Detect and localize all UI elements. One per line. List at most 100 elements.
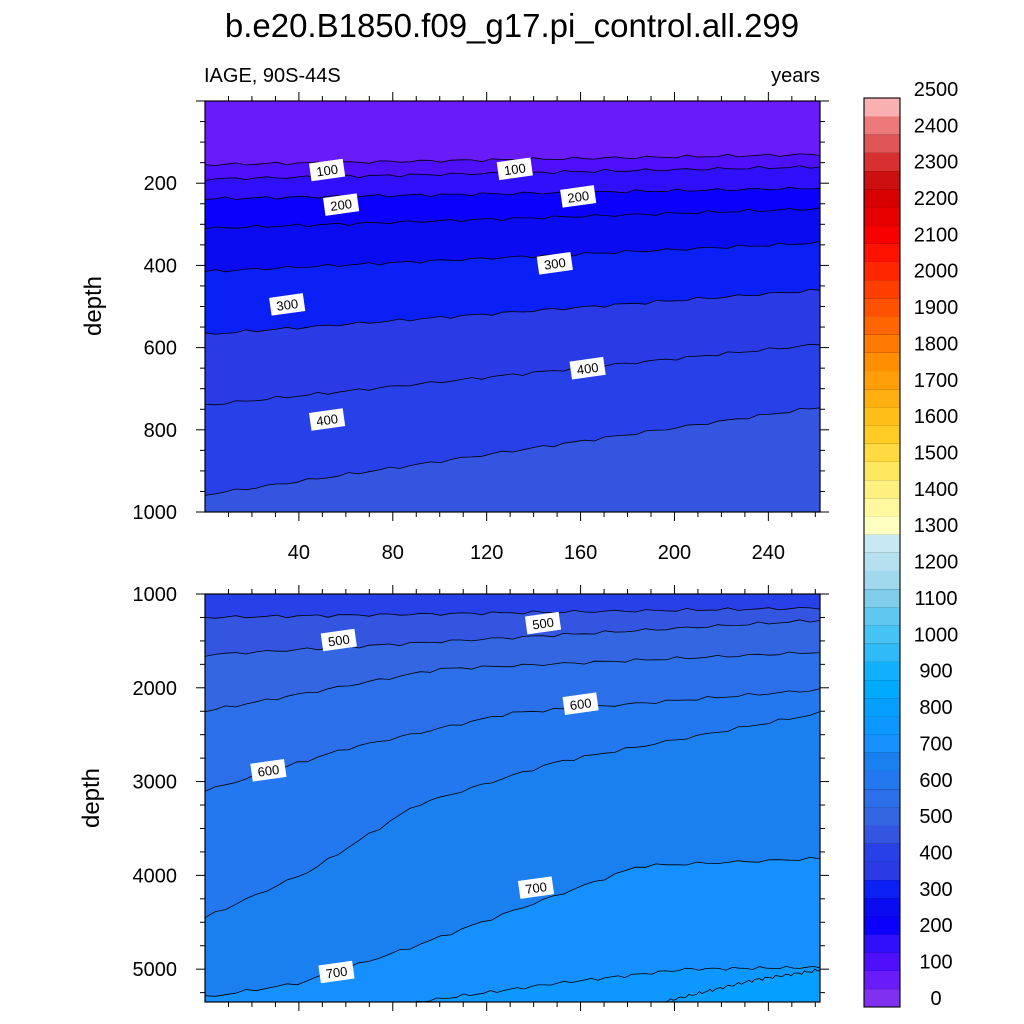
contour-label-box [524,611,562,635]
colorbar-label: 1200 [914,552,959,574]
y-tick-label: 2000 [133,678,178,700]
y-tick-label: 5000 [133,959,178,981]
contour-label-text: 400 [576,360,600,378]
contour-label-700: 700 [318,960,355,984]
contour-label-box [309,408,346,431]
y-tick-label: 600 [144,338,177,360]
chart-title: b.e20.B1850.f09_g17.pi_control.all.299 [225,7,799,44]
units-label: years [771,65,820,87]
contour-line-500 [205,619,820,657]
contour-label-text: 100 [503,160,527,178]
contour-label-text: 700 [325,964,349,982]
contour-label-box [250,759,287,782]
contour-label-text: 500 [531,615,555,633]
upper-panel-contour-lines [205,153,820,496]
colorbar-swatch [864,661,900,681]
colorbar-swatch [864,134,900,153]
colorbar-label: 900 [919,661,952,683]
colorbar-swatch [864,243,900,262]
colorbar-label: 100 [919,952,952,974]
contour-label-500: 500 [320,628,357,652]
upper-y-axis-label: depth [80,276,107,336]
colorbar-label: 2500 [914,79,959,101]
colorbar-swatch [864,697,900,717]
upper-panel: 100 100 200 200 300 300 400 400 200 400 600 800 1000… [133,92,829,564]
colorbar-swatch [864,897,900,917]
contour-label-text: 300 [275,296,299,314]
colorbar-swatch [864,316,900,335]
colorbar-swatch [864,952,900,971]
colorbar-swatch [864,388,900,408]
y-tick-label: 800 [144,420,177,442]
colorbar-label: 800 [919,697,952,719]
contour-label-box [269,293,306,316]
colorbar-label: 1700 [914,370,959,392]
contour-label-200: 200 [323,193,360,216]
lower-panel-contour-lines [205,607,820,1002]
colorbar-label: 400 [919,842,952,864]
contour-label-300: 300 [536,252,573,275]
colorbar-frame [863,97,901,1008]
colorbar-swatch [864,425,900,444]
colorbar-swatch [864,807,900,826]
colorbar-label: 2400 [914,115,959,137]
colorbar-swatch [864,116,900,135]
contour-label-box [318,960,355,984]
colorbar-label: 500 [919,806,952,828]
contour-line-200 [205,186,820,201]
colorbar-label: 200 [919,915,952,937]
colorbar-swatch [864,970,900,990]
contour-label-box [309,158,346,182]
colorbar-swatch [864,297,900,317]
y-tick-label: 1000 [133,584,178,606]
colorbar-label: 2000 [914,261,959,283]
contour-label-text: 300 [543,255,567,273]
contour-band-450 [205,407,820,512]
colorbar-swatch [864,934,900,953]
contour-label-box [320,628,357,652]
colorbar-swatch [864,479,900,499]
colorbar-label: 1600 [914,406,959,428]
colorbar-swatch [864,679,900,699]
y-tick-label: 4000 [133,865,178,887]
colorbar-label: 300 [919,879,952,901]
colorbar-label: 700 [919,733,952,755]
contour-band-800 [665,969,820,1002]
colorbar: 0 100 200 300 400 500 600 700 800 900 1000 1100 1200… [863,79,959,1010]
contour-label-400: 400 [309,408,346,431]
x-tick-label: 160 [564,542,597,564]
colorbar-label: 600 [919,770,952,792]
contour-label-text: 200 [566,188,590,206]
colorbar-swatch [864,279,900,299]
colorbar-swatch [864,461,900,481]
colorbar-swatch [864,407,900,426]
contour-label-text: 600 [257,762,281,780]
contour-label-box [560,185,597,208]
y-tick-label: 1000 [133,502,178,524]
contour-label-200: 200 [560,185,597,208]
contour-label-box [517,876,555,899]
colorbar-swatch [864,570,900,590]
colorbar-swatch [864,188,900,208]
colorbar-swatch [864,988,900,1008]
x-tick-label: 200 [658,542,691,564]
colorbar-swatch [864,552,900,571]
contour-line-300 [205,240,820,273]
contour-label-300: 300 [269,293,306,316]
colorbar-label: 1400 [914,479,959,501]
colorbar-swatch [864,879,900,899]
colorbar-swatch [864,752,900,771]
y-tick-label: 3000 [133,772,178,794]
colorbar-swatch [864,825,900,844]
colorbar-swatch [864,716,900,735]
contour-line-800 [663,968,820,1002]
lower-panel-frame [204,593,821,1003]
colorbar-swatch [864,534,900,553]
colorbar-label: 1800 [914,333,959,355]
colorbar-swatch [864,370,900,390]
colorbar-label: 1300 [914,515,959,537]
lower-panel: 500 500 600 600 700 700 1000 2000 3000 4000 5000 [133,584,829,1011]
variable-label: IAGE, 90S-44S [204,65,341,87]
colorbar-swatch [864,98,900,117]
contour-label-500: 500 [524,611,562,635]
